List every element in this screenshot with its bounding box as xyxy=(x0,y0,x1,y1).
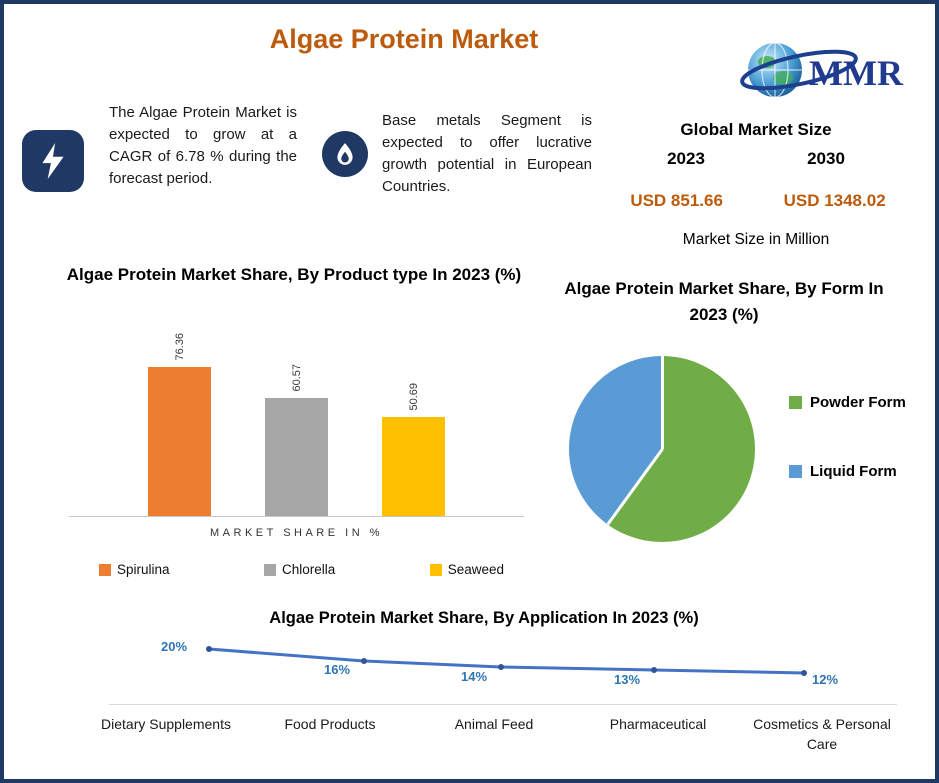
legend-swatch xyxy=(789,396,802,409)
line-marker xyxy=(206,646,212,652)
bar-chart-legend: Spirulina Chlorella Seaweed xyxy=(99,562,504,577)
line-value-label: 13% xyxy=(614,672,641,687)
line-value-label: 20% xyxy=(161,639,188,654)
line-marker xyxy=(651,667,657,673)
legend-item-spirulina: Spirulina xyxy=(99,562,170,577)
bar-value-label: 60.57 xyxy=(290,364,303,392)
line-marker xyxy=(801,670,807,676)
logo-text: MMR xyxy=(809,53,904,93)
bar-chart-title: Algae Protein Market Share, By Product t… xyxy=(66,265,522,284)
line-marker xyxy=(498,664,504,670)
category-label: Pharmaceutical xyxy=(609,716,707,732)
bar-chart-xlabel: MARKET SHARE IN % xyxy=(210,527,383,539)
bar-value-label: 50.69 xyxy=(407,383,420,411)
legend-swatch xyxy=(429,563,442,576)
bar-column: 76.36 xyxy=(148,333,211,516)
line-chart-svg xyxy=(206,646,807,676)
line-value-label: 12% xyxy=(812,672,839,687)
mmr-logo: MMR xyxy=(737,30,917,110)
category-label: Animal Feed xyxy=(454,716,534,732)
bar-spirulina xyxy=(148,367,211,516)
bar-chart-plot: 76.36 60.57 50.69 xyxy=(69,321,524,516)
pie-chart-title: Algae Protein Market Share, By Form In 2… xyxy=(564,279,884,324)
market-size-title: Global Market Size xyxy=(680,120,832,139)
line-chart-categories: Dietary Supplements Food Products Animal F… xyxy=(84,714,904,755)
growth-callout-icon xyxy=(322,131,368,177)
legend-label: Seaweed xyxy=(447,562,504,577)
growth-callout-text: Base metals Segment is expected to offer… xyxy=(382,112,592,196)
market-size-value-start: USD 851.66 xyxy=(630,191,723,210)
line-value-label: 14% xyxy=(461,669,488,684)
legend-label: Powder Form xyxy=(810,394,906,411)
bar-column: 60.57 xyxy=(265,364,328,516)
legend-label: Liquid Form xyxy=(810,463,897,480)
page-title: Algae Protein Market xyxy=(269,24,539,54)
line-marker xyxy=(361,658,367,664)
legend-swatch xyxy=(99,563,111,576)
market-size-year-end: 2030 xyxy=(807,149,845,168)
category-label: Cosmetics & Personal Care xyxy=(753,716,891,753)
bar-seaweed xyxy=(382,417,445,516)
flame-icon xyxy=(337,143,353,165)
pie-chart-legend: Powder Form Liquid Form xyxy=(789,394,906,480)
pie-chart-box xyxy=(569,356,755,542)
bar-chlorella xyxy=(265,398,328,516)
bar-chart-axis-line xyxy=(69,516,524,517)
globe-icon: MMR xyxy=(740,42,904,98)
market-size-value-end: USD 1348.02 xyxy=(783,191,886,210)
market-size-year-start: 2023 xyxy=(667,149,705,168)
category-label: Dietary Supplements xyxy=(101,716,231,732)
cagr-callout-text: The Algae Protein Market is expected to … xyxy=(109,104,297,188)
market-size-caption: Market Size in Million xyxy=(682,231,830,248)
line-value-label: 16% xyxy=(324,662,351,677)
pie-slice-divider xyxy=(660,356,664,449)
legend-swatch xyxy=(789,465,802,478)
legend-label: Chlorella xyxy=(281,562,336,577)
legend-label: Spirulina xyxy=(117,562,170,577)
legend-swatch xyxy=(263,563,276,576)
legend-item-seaweed: Seaweed xyxy=(429,562,504,577)
line-chart-title: Algae Protein Market Share, By Applicati… xyxy=(269,609,699,627)
pie-legend-item-liquid-form: Liquid Form xyxy=(789,463,906,480)
bar-column: 50.69 xyxy=(382,383,445,516)
market-size-years: 2023 2030 xyxy=(616,149,896,169)
category-label: Food Products xyxy=(284,716,376,732)
cagr-callout-icon xyxy=(22,130,84,192)
legend-item-chlorella: Chlorella xyxy=(263,562,336,577)
market-size-values: USD 851.66 USD 1348.02 xyxy=(600,191,916,211)
pie-legend-item-powder-form: Powder Form xyxy=(789,394,906,411)
line-chart-separator xyxy=(109,704,897,705)
lightning-icon xyxy=(42,143,64,179)
bar-value-label: 76.36 xyxy=(173,333,186,361)
line-chart-area: 20% 16% 14% 13% 12% xyxy=(104,639,874,697)
